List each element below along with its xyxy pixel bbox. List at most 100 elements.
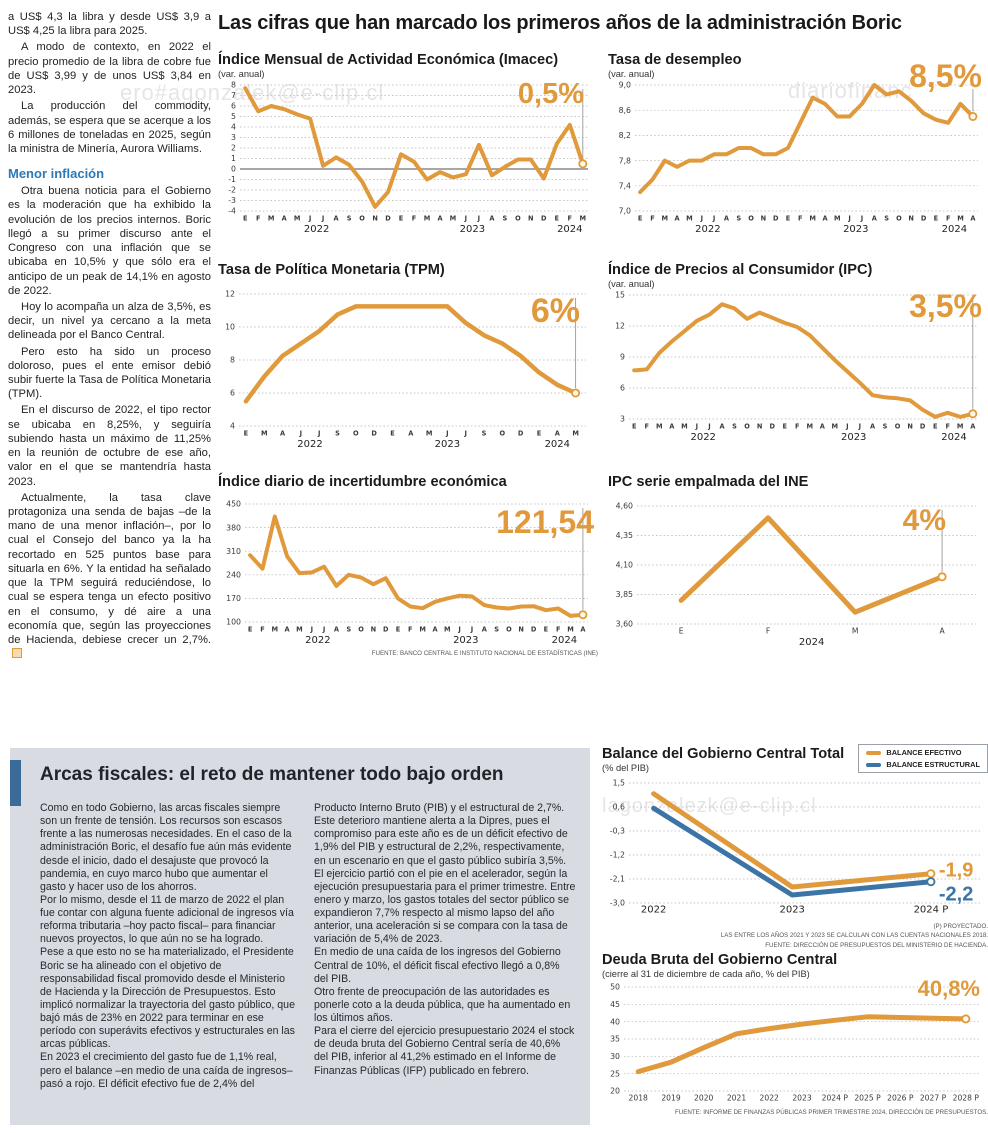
legend-item-estructural: BALANCE ESTRUCTURAL	[866, 760, 980, 769]
svg-text:S: S	[503, 215, 508, 223]
svg-text:4,10: 4,10	[616, 561, 633, 570]
svg-text:N: N	[372, 215, 378, 223]
svg-text:O: O	[499, 430, 505, 438]
svg-text:A: A	[724, 215, 730, 223]
svg-text:A: A	[970, 423, 976, 431]
legend-swatch-efectivo-icon	[866, 750, 882, 755]
chart-incertidumbre: Índice diario de incertidumbre económica…	[218, 474, 598, 657]
svg-text:35: 35	[610, 1035, 620, 1044]
svg-text:M: M	[444, 626, 451, 634]
article-paragraph: Pero esto ha sido un proceso doloroso, p…	[8, 345, 211, 401]
svg-text:M: M	[567, 626, 574, 634]
svg-text:D: D	[920, 423, 926, 431]
svg-text:0,6: 0,6	[613, 803, 625, 812]
svg-text:J: J	[860, 215, 863, 223]
svg-text:D: D	[773, 215, 779, 223]
chart-title: Índice diario de incertidumbre económica	[218, 474, 507, 490]
svg-text:0: 0	[231, 165, 236, 174]
svg-text:E: E	[934, 215, 939, 223]
svg-text:-1,2: -1,2	[610, 851, 625, 860]
svg-text:O: O	[748, 215, 754, 223]
svg-text:2024 P: 2024 P	[822, 1094, 849, 1103]
ipc-ine-line-chart: 4,60 4,35 4,10 3,85 3,60 E F M A 2024	[616, 502, 976, 648]
svg-text:30: 30	[610, 1052, 620, 1061]
svg-text:M: M	[656, 423, 663, 431]
svg-text:S: S	[884, 215, 889, 223]
svg-text:M: M	[419, 626, 426, 634]
svg-text:A: A	[669, 423, 675, 431]
article-paragraph-text: Actualmente, la tasa clave protagoniza u…	[8, 491, 211, 646]
fiscal-paragraph: El ejercicio partió con el pie en el ace…	[314, 867, 576, 946]
svg-text:100: 100	[226, 618, 241, 627]
title-accent-bar	[10, 760, 21, 806]
svg-text:M: M	[294, 215, 301, 223]
svg-text:O: O	[359, 215, 365, 223]
chart-ipc-ine: IPC serie empalmada del INE 4% 4,60 4,35 4…	[608, 474, 988, 650]
svg-text:F: F	[945, 423, 950, 431]
svg-text:2023: 2023	[792, 1094, 811, 1103]
svg-text:M: M	[662, 215, 669, 223]
svg-text:2024: 2024	[545, 439, 570, 450]
svg-text:2023: 2023	[453, 635, 478, 646]
article-paragraph: En el discurso de 2022, el tipo rector s…	[8, 404, 211, 488]
svg-text:7: 7	[231, 91, 236, 100]
legend-item-efectivo: BALANCE EFECTIVO	[866, 748, 980, 757]
fiscal-section-box: Arcas fiscales: el reto de mantener todo…	[10, 748, 590, 1125]
svg-text:3: 3	[620, 415, 625, 424]
article-subhead: Menor inflación	[8, 166, 105, 182]
svg-text:J: J	[463, 430, 466, 438]
svg-text:-4: -4	[228, 207, 236, 216]
svg-text:50: 50	[610, 983, 620, 992]
article-paragraph: Hoy lo acompaña un alza de 3,5%, es deci…	[8, 300, 211, 342]
svg-text:2022: 2022	[305, 635, 330, 646]
svg-text:F: F	[766, 627, 770, 636]
page-title: Las cifras que han marcado los primeros …	[218, 12, 902, 34]
svg-text:O: O	[896, 215, 902, 223]
svg-text:E: E	[638, 215, 643, 223]
svg-text:-2: -2	[228, 186, 236, 195]
svg-text:S: S	[494, 626, 499, 634]
svg-text:2024: 2024	[557, 224, 582, 235]
svg-text:M: M	[424, 215, 431, 223]
svg-text:A: A	[280, 430, 286, 438]
svg-text:2023: 2023	[843, 224, 868, 235]
svg-text:S: S	[883, 423, 888, 431]
deuda-line-chart: 50 45 40 35 30 25 20 2018 2019 2020 2021 2022 2023 20…	[610, 983, 980, 1103]
fiscal-paragraph: Producto Interno Bruto (PIB) y el estruc…	[314, 802, 568, 867]
svg-text:M: M	[852, 627, 859, 636]
svg-text:A: A	[822, 215, 828, 223]
svg-text:6: 6	[620, 384, 625, 393]
svg-text:4,60: 4,60	[616, 502, 633, 511]
svg-text:M: M	[957, 215, 964, 223]
chart-tpm: Tasa de Política Monetaria (TPM) 6% 12 10…	[218, 262, 598, 452]
chart-callout-value: 40,8%	[917, 976, 980, 1001]
svg-text:A: A	[675, 215, 681, 223]
svg-text:40: 40	[610, 1017, 620, 1026]
svg-text:J: J	[317, 430, 320, 438]
svg-text:A: A	[580, 626, 586, 634]
svg-text:2027 P: 2027 P	[920, 1094, 947, 1103]
svg-text:E: E	[390, 430, 395, 438]
chart-title: IPC serie empalmada del INE	[608, 474, 809, 490]
svg-text:F: F	[798, 215, 803, 223]
svg-text:15: 15	[615, 291, 625, 300]
svg-text:N: N	[371, 626, 377, 634]
svg-text:1: 1	[231, 154, 236, 163]
svg-text:2022: 2022	[695, 224, 720, 235]
svg-text:2020: 2020	[694, 1094, 713, 1103]
chart-title: Deuda Bruta del Gobierno Central	[602, 952, 838, 968]
svg-text:S: S	[736, 215, 741, 223]
chart-subtitle: (% del PIB)	[602, 763, 650, 774]
balance-line-chart: 1,5 0,6 -0,3 -1,2 -2,1 -3,0 2022 2023 2024 P -1,9…	[610, 779, 980, 916]
chart-callout-value: 121,54	[496, 504, 594, 540]
note-line: FUENTE: DIRECCIÓN DE PRESUPUESTOS DEL MI…	[765, 941, 988, 949]
chart-subtitle: (var. anual)	[608, 69, 655, 80]
chart-imacec: Índice Mensual de Actividad Económica (I…	[218, 52, 598, 237]
svg-text:7,8: 7,8	[619, 156, 631, 165]
svg-text:2024: 2024	[799, 637, 824, 648]
chart-callout-value: 8,5%	[909, 58, 982, 94]
fiscal-paragraph: En 2023 el crecimiento del gasto fue de …	[40, 1051, 293, 1090]
svg-text:2018: 2018	[629, 1094, 648, 1103]
chart-title: Índice de Precios al Consumidor (IPC)	[608, 262, 873, 278]
